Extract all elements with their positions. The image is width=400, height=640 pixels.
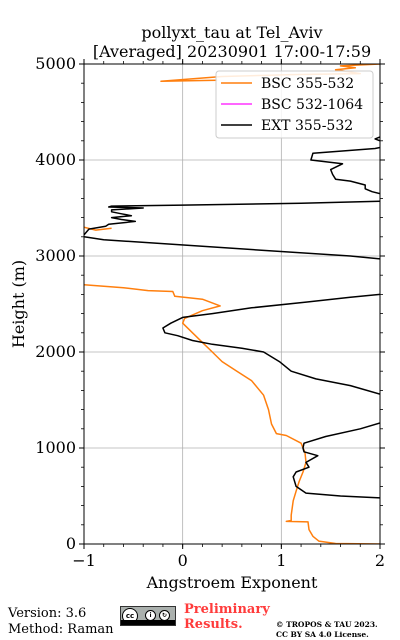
series-line-5	[162, 293, 380, 395]
series-line-8	[310, 146, 380, 195]
y-tick-label: 0	[66, 534, 76, 553]
chart-subtitle: [Averaged] 20230901 17:00-17:59	[93, 42, 371, 61]
series-line-1	[84, 226, 112, 231]
method-text: Method: Raman	[8, 622, 114, 637]
series-line-0	[84, 284, 380, 544]
preliminary-line-1: Preliminary	[184, 602, 270, 617]
plot-frame	[83, 63, 381, 545]
chart-title: pollyxt_tau at Tel_Aviv	[141, 23, 322, 42]
x-axis-label: Angstroem Exponent	[146, 573, 318, 592]
preliminary-results-label: Preliminary Results.	[184, 602, 270, 632]
x-tick-label: −1	[72, 551, 96, 570]
series-line-9	[374, 136, 380, 142]
legend-label-0: BSC 355-532	[261, 76, 354, 92]
footer-info: Version: 3.6 Method: Raman	[8, 606, 114, 638]
legend-box	[215, 70, 374, 139]
series-line-7	[84, 200, 380, 236]
x-tick-label: 2	[375, 551, 385, 570]
y-tick-label: 1000	[35, 438, 76, 457]
copyright-line-2: CC BY SA 4.0 License.	[276, 630, 369, 639]
y-tick-label: 2000	[35, 342, 76, 361]
x-tick-label: 0	[178, 551, 188, 570]
cc-by-sa-icon: cc i ↻	[120, 606, 176, 626]
y-axis-label: Height (m)	[9, 260, 28, 348]
x-tick-label: 1	[276, 551, 286, 570]
version-text: Version: 3.6	[8, 606, 87, 621]
series-line-4	[292, 422, 380, 499]
legend-label-2: EXT 355-532	[261, 118, 353, 134]
preliminary-line-2: Results.	[184, 617, 243, 632]
copyright-line-1: © TROPOS & TAU 2023.	[276, 620, 378, 629]
legend-label-1: BSC 532-1064	[261, 97, 363, 113]
y-tick-label: 5000	[35, 54, 76, 73]
y-tick-label: 4000	[35, 150, 76, 169]
copyright-notice: © TROPOS & TAU 2023. CC BY SA 4.0 Licens…	[276, 620, 378, 640]
y-tick-label: 3000	[35, 246, 76, 265]
series-line-6	[84, 236, 380, 260]
